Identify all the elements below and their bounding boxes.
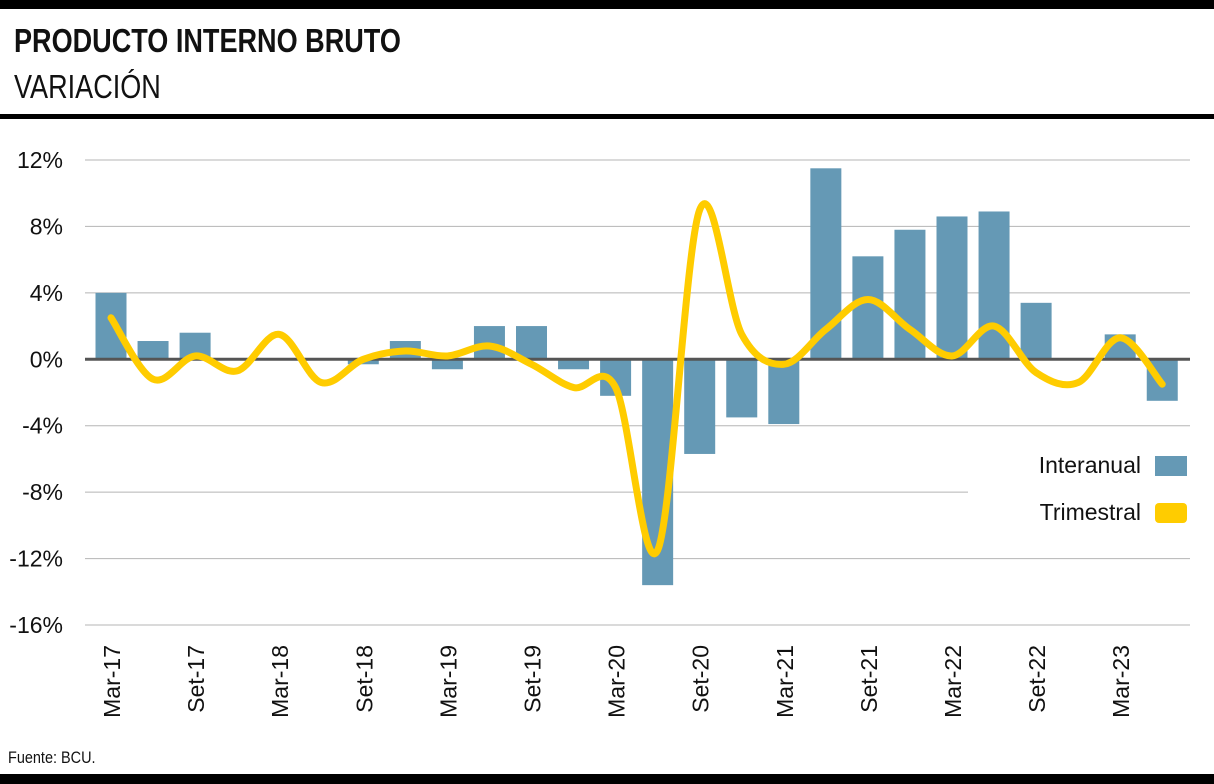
gridlines <box>85 159 1190 626</box>
x-tick-label: Mar-19 <box>435 645 461 718</box>
interanual-bars <box>95 168 1178 586</box>
y-tick-label: 8% <box>30 213 63 239</box>
bar <box>95 292 127 360</box>
bar <box>726 359 758 418</box>
y-tick-label: 12% <box>17 147 63 173</box>
legend-label-interanual: Interanual <box>1039 452 1141 478</box>
y-tick-label: 4% <box>30 280 63 306</box>
bar <box>516 326 547 360</box>
y-tick-label: -4% <box>22 413 63 439</box>
source-note: Fuente: BCU. <box>8 748 96 767</box>
x-tick-label: Mar-18 <box>267 645 293 718</box>
y-tick-label: -12% <box>9 546 63 572</box>
bar <box>1020 302 1052 360</box>
x-tick-label: Mar-21 <box>772 645 798 718</box>
bottom-rule <box>0 774 1214 784</box>
y-tick-label: 0% <box>30 346 63 372</box>
x-axis-labels: Mar-17 Set-17 Mar-18 Set-18 Mar-19 Set-19 Mar-… <box>99 645 1134 718</box>
y-tick-label: -16% <box>9 612 63 638</box>
x-tick-label: Set-19 <box>520 645 546 713</box>
chart-subtitle: VARIACIÓN <box>14 68 161 105</box>
legend-swatch-interanual <box>1155 456 1187 476</box>
y-axis-labels: 12% 8% 4% 0% -4% -8% -12% -16% <box>9 147 63 638</box>
trimestral-line <box>107 200 1166 558</box>
bar <box>137 341 169 360</box>
bar <box>684 359 716 454</box>
bar <box>558 359 590 370</box>
x-tick-label: Mar-17 <box>99 645 125 718</box>
legend: Interanual Trimestral <box>1039 452 1187 525</box>
bar <box>852 256 884 360</box>
chart-title: PRODUCTO INTERNO BRUTO <box>14 22 401 59</box>
x-tick-label: Set-18 <box>351 645 377 713</box>
legend-label-trimestral: Trimestral <box>1040 499 1141 525</box>
bar <box>431 359 463 370</box>
x-tick-label: Mar-20 <box>604 645 630 718</box>
bar <box>936 216 968 360</box>
x-tick-label: Set-20 <box>688 645 714 713</box>
x-tick-label: Set-21 <box>856 645 882 713</box>
top-rule <box>0 0 1214 9</box>
x-tick-label: Mar-22 <box>940 645 966 718</box>
bar <box>768 359 800 425</box>
legend-swatch-trimestral <box>1155 503 1187 523</box>
x-tick-label: Set-17 <box>183 645 209 713</box>
y-tick-label: -8% <box>22 479 63 505</box>
x-tick-label: Set-22 <box>1024 645 1050 713</box>
x-tick-label: Mar-23 <box>1108 645 1134 718</box>
header-rule <box>0 114 1214 119</box>
